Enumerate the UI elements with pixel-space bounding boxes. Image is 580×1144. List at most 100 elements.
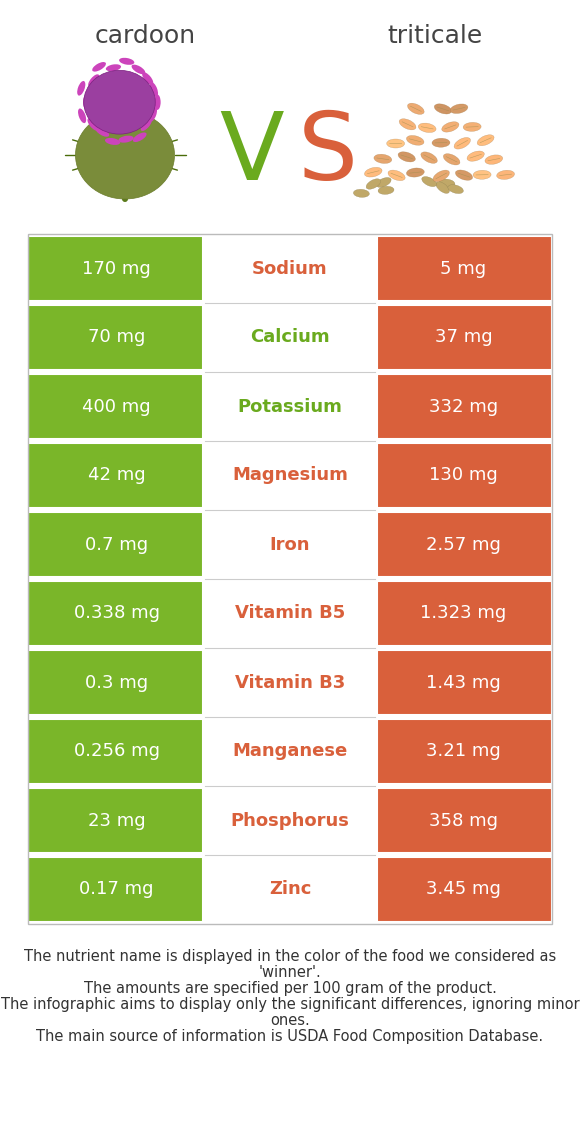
Text: Manganese: Manganese [233, 742, 347, 761]
FancyBboxPatch shape [205, 305, 375, 370]
Ellipse shape [118, 136, 133, 143]
Ellipse shape [121, 166, 151, 192]
Ellipse shape [96, 127, 109, 137]
Ellipse shape [75, 111, 175, 199]
Text: 23 mg: 23 mg [88, 811, 146, 829]
Text: 1.43 mg: 1.43 mg [426, 674, 501, 691]
Text: Vitamin B5: Vitamin B5 [235, 604, 345, 622]
Ellipse shape [387, 140, 405, 148]
Ellipse shape [477, 135, 494, 145]
Ellipse shape [454, 137, 470, 149]
FancyBboxPatch shape [377, 305, 552, 370]
Ellipse shape [432, 138, 450, 148]
Ellipse shape [87, 134, 109, 162]
Ellipse shape [442, 121, 459, 132]
Text: 2.57 mg: 2.57 mg [426, 535, 501, 554]
Text: 3.45 mg: 3.45 mg [426, 881, 501, 898]
FancyBboxPatch shape [377, 650, 552, 715]
FancyBboxPatch shape [205, 581, 375, 646]
Text: Potassium: Potassium [238, 397, 342, 415]
FancyBboxPatch shape [28, 788, 203, 853]
Ellipse shape [141, 159, 163, 188]
Ellipse shape [463, 122, 481, 132]
Ellipse shape [83, 95, 90, 110]
Text: Magnesium: Magnesium [232, 467, 348, 485]
Ellipse shape [467, 151, 484, 161]
Ellipse shape [364, 167, 382, 177]
Ellipse shape [408, 103, 424, 114]
Text: S: S [298, 108, 358, 200]
FancyBboxPatch shape [377, 513, 552, 577]
Ellipse shape [114, 175, 147, 189]
Text: 1.323 mg: 1.323 mg [420, 604, 506, 622]
Text: 130 mg: 130 mg [429, 467, 498, 485]
Text: Vitamin B3: Vitamin B3 [235, 674, 345, 691]
Text: The amounts are specified per 100 gram of the product.: The amounts are specified per 100 gram o… [84, 982, 496, 996]
FancyBboxPatch shape [205, 788, 375, 853]
Text: 332 mg: 332 mg [429, 397, 498, 415]
Ellipse shape [77, 81, 85, 96]
Ellipse shape [154, 95, 161, 110]
Text: cardoon: cardoon [95, 24, 195, 48]
Text: The main source of information is USDA Food Composition Database.: The main source of information is USDA F… [37, 1028, 543, 1044]
Ellipse shape [142, 72, 153, 85]
Text: Sodium: Sodium [252, 260, 328, 278]
Ellipse shape [149, 108, 157, 121]
Ellipse shape [399, 119, 416, 130]
Text: 5 mg: 5 mg [440, 260, 487, 278]
Ellipse shape [135, 138, 159, 172]
Ellipse shape [88, 118, 99, 130]
Ellipse shape [133, 133, 147, 142]
Text: 0.7 mg: 0.7 mg [85, 535, 148, 554]
Ellipse shape [150, 82, 158, 97]
Text: 0.338 mg: 0.338 mg [74, 604, 160, 622]
Ellipse shape [92, 62, 106, 72]
Ellipse shape [448, 184, 463, 193]
Ellipse shape [130, 132, 158, 153]
FancyBboxPatch shape [377, 236, 552, 301]
Ellipse shape [418, 124, 436, 133]
Ellipse shape [433, 170, 450, 182]
FancyBboxPatch shape [377, 443, 552, 508]
Text: 3.21 mg: 3.21 mg [426, 742, 501, 761]
Ellipse shape [88, 74, 99, 87]
FancyBboxPatch shape [205, 857, 375, 922]
Ellipse shape [78, 109, 86, 124]
Ellipse shape [436, 182, 450, 193]
FancyBboxPatch shape [28, 443, 203, 508]
Text: V: V [220, 108, 284, 200]
FancyBboxPatch shape [28, 513, 203, 577]
FancyBboxPatch shape [28, 374, 203, 439]
Text: 0.17 mg: 0.17 mg [79, 881, 154, 898]
Ellipse shape [366, 178, 380, 189]
FancyBboxPatch shape [28, 718, 203, 784]
Text: Calcium: Calcium [250, 328, 330, 347]
Ellipse shape [398, 152, 415, 162]
FancyBboxPatch shape [377, 788, 552, 853]
Ellipse shape [119, 58, 135, 65]
FancyBboxPatch shape [28, 857, 203, 922]
Text: 358 mg: 358 mg [429, 811, 498, 829]
Ellipse shape [106, 64, 121, 71]
FancyBboxPatch shape [28, 650, 203, 715]
Ellipse shape [378, 186, 394, 194]
Ellipse shape [374, 154, 392, 164]
Ellipse shape [443, 153, 460, 165]
FancyBboxPatch shape [205, 443, 375, 508]
Text: ones.: ones. [270, 1012, 310, 1028]
Ellipse shape [388, 170, 405, 181]
Ellipse shape [353, 189, 369, 198]
Ellipse shape [496, 170, 514, 180]
Ellipse shape [141, 119, 152, 130]
Ellipse shape [422, 176, 437, 186]
Ellipse shape [92, 168, 120, 190]
Ellipse shape [473, 170, 491, 180]
FancyBboxPatch shape [205, 650, 375, 715]
FancyBboxPatch shape [28, 305, 203, 370]
Ellipse shape [84, 70, 155, 134]
FancyBboxPatch shape [377, 718, 552, 784]
FancyBboxPatch shape [377, 857, 552, 922]
Ellipse shape [485, 154, 503, 165]
Text: 70 mg: 70 mg [88, 328, 145, 347]
Text: The nutrient name is displayed in the color of the food we considered as: The nutrient name is displayed in the co… [24, 950, 556, 964]
